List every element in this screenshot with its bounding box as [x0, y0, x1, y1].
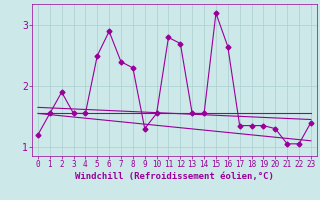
X-axis label: Windchill (Refroidissement éolien,°C): Windchill (Refroidissement éolien,°C): [75, 172, 274, 181]
